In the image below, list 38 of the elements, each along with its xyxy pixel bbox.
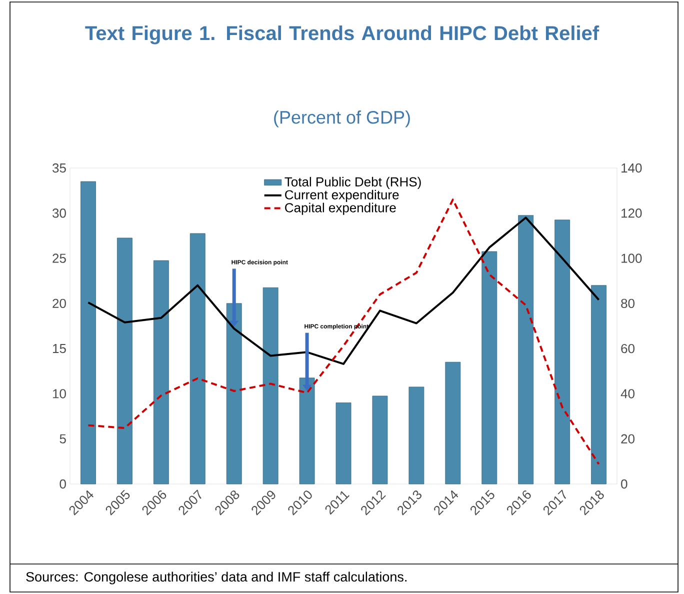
source-note: Sources: Congolese authorities’ data and IMF staff calculations. bbox=[26, 572, 406, 584]
legend-label: Current expenditure bbox=[285, 190, 399, 202]
bar bbox=[153, 260, 169, 484]
bar bbox=[336, 402, 352, 484]
y-tick-label: 35 bbox=[52, 163, 66, 173]
y2-tick-label: 20 bbox=[621, 434, 634, 444]
y-tick-label: 5 bbox=[60, 434, 66, 444]
bar bbox=[117, 238, 132, 484]
y2-tick-label: 60 bbox=[621, 344, 634, 354]
bar bbox=[554, 220, 570, 484]
y-tick-label: 10 bbox=[52, 389, 66, 398]
y-tick-label: 30 bbox=[52, 208, 66, 218]
chart-subtitle: (Percent of GDP) bbox=[274, 110, 410, 128]
y2-tick-label: 0 bbox=[621, 479, 628, 489]
y2-tick-label: 120 bbox=[622, 208, 642, 218]
y2-tick-label: 40 bbox=[620, 389, 634, 398]
bar bbox=[190, 233, 206, 484]
y2-tick-label: 140 bbox=[622, 163, 642, 173]
bar bbox=[262, 287, 278, 484]
bar bbox=[299, 378, 315, 484]
legend-label: Total Public Debt (RHS) bbox=[284, 176, 421, 190]
bar bbox=[591, 285, 606, 484]
y2-tick-label: 100 bbox=[622, 254, 642, 263]
bar bbox=[372, 396, 388, 484]
y-tick-label: 0 bbox=[60, 479, 66, 489]
y-tick-label: 25 bbox=[52, 254, 66, 263]
bar bbox=[518, 215, 534, 484]
y2-tick-label: 80 bbox=[621, 298, 634, 308]
y-tick-label: 15 bbox=[52, 344, 66, 354]
bar bbox=[80, 181, 96, 484]
bar bbox=[226, 303, 242, 484]
bar bbox=[445, 362, 461, 484]
legend-label: Capital expenditure bbox=[285, 202, 396, 215]
y-tick-label: 20 bbox=[52, 298, 66, 308]
bar bbox=[408, 386, 424, 484]
bar bbox=[482, 251, 498, 484]
chart-title: Text Figure 1. Fiscal Trends Around HIPC Debt Relief bbox=[85, 26, 600, 44]
line-series bbox=[87, 216, 600, 365]
